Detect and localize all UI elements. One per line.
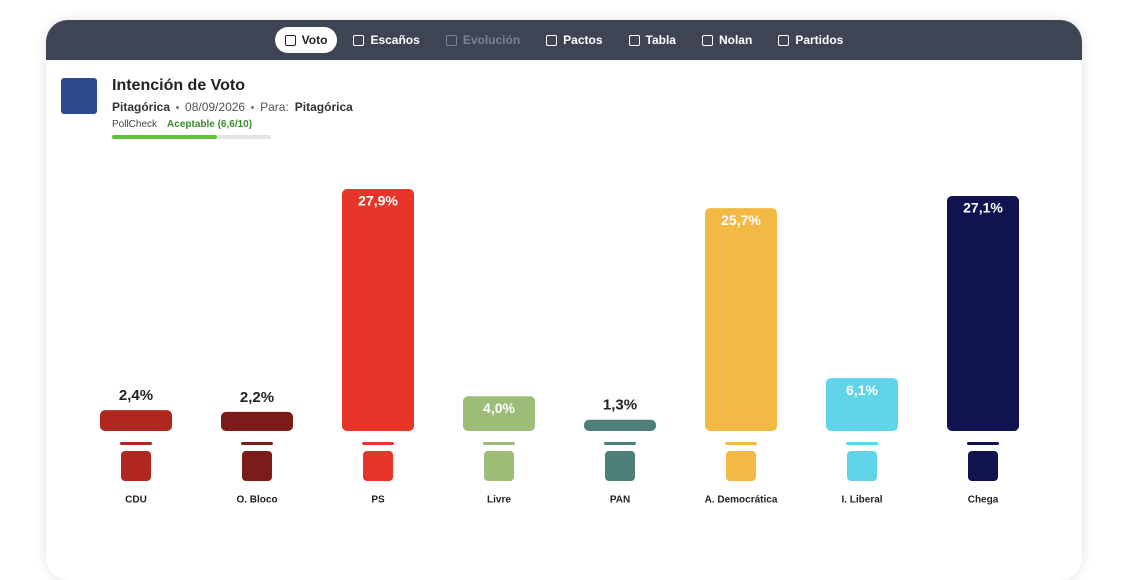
tab-label: Escaños xyxy=(370,33,420,47)
tab-icon xyxy=(546,34,558,46)
party-logo xyxy=(605,451,635,481)
party-name: CDU xyxy=(125,495,147,506)
tab-label: Pactos xyxy=(563,33,603,47)
tab-icon xyxy=(445,34,457,46)
party-name: A. Democrática xyxy=(705,495,778,506)
subtitle: Pitagórica 08/09/2026 Para: Pitagórica xyxy=(112,100,353,114)
score-track xyxy=(112,135,271,139)
title: Intención de Voto xyxy=(112,77,246,94)
pollcheck-label[interactable]: PollCheck xyxy=(112,119,158,130)
value-label: 1,3% xyxy=(603,397,637,414)
party-name: Livre xyxy=(487,495,511,506)
bar xyxy=(826,378,898,431)
separator xyxy=(251,105,255,109)
bar xyxy=(463,396,535,431)
value-label: 2,2% xyxy=(240,389,274,406)
party-accent xyxy=(725,442,757,445)
nav-bar: Voto Escaños Evolución Pactos Tabla Nolan Part… xyxy=(46,20,1082,60)
source: Pitagórica xyxy=(112,100,171,114)
party-logo xyxy=(363,451,393,481)
pollster-logo xyxy=(61,78,97,114)
bar xyxy=(705,208,777,431)
party-name: Chega xyxy=(968,495,999,506)
tab-label: Partidos xyxy=(795,33,844,47)
tab-label: Voto xyxy=(301,33,328,47)
tab-icon xyxy=(701,34,713,46)
party-logo xyxy=(847,451,877,481)
party-name: I. Liberal xyxy=(841,495,882,506)
party-accent xyxy=(241,442,273,445)
party-name: PAN xyxy=(610,495,630,506)
bar xyxy=(947,195,1019,431)
date: 08/09/2026 xyxy=(185,100,246,114)
value-label: 4,0% xyxy=(483,400,515,416)
party-name: O. Bloco xyxy=(236,495,277,506)
party-logo xyxy=(726,451,756,481)
tab-label: Nolan xyxy=(718,33,753,47)
nav-tab[interactable]: Evolución xyxy=(436,27,530,53)
card: Voto Escaños Evolución Pactos Tabla Nolan Part… xyxy=(46,20,1082,580)
party-accent xyxy=(483,442,515,445)
bar xyxy=(100,410,172,431)
tab-label: Tabla xyxy=(645,33,676,47)
value-label: 6,1% xyxy=(846,382,878,398)
nav-tab[interactable]: Partidos xyxy=(768,27,853,53)
nav-tab[interactable]: Tabla xyxy=(619,27,686,53)
tab-icon xyxy=(628,34,640,46)
nav-tab[interactable]: Nolan xyxy=(692,27,762,53)
bar xyxy=(221,411,293,431)
party-accent xyxy=(846,442,878,445)
separator xyxy=(176,105,180,109)
tab-icon xyxy=(353,34,365,46)
party-accent xyxy=(362,442,394,445)
party-name: PS xyxy=(371,495,385,506)
nav-tab[interactable]: Voto xyxy=(274,27,338,53)
tab-icon xyxy=(778,34,790,46)
tab-icon xyxy=(284,34,296,46)
party-logo xyxy=(242,451,272,481)
value-label: 27,9% xyxy=(358,193,398,209)
pollcheck-rating: Aceptable (6,6/10) xyxy=(167,119,253,130)
party-accent xyxy=(120,442,152,445)
party-accent xyxy=(604,442,636,445)
tab-label: Evolución xyxy=(462,33,521,47)
value-label: 27,1% xyxy=(963,200,1003,216)
client: Pitagórica xyxy=(294,100,353,114)
party-logo xyxy=(484,451,514,481)
party-logo xyxy=(121,451,151,481)
chart: 2,4% CDU 2,2% O. Bloco 27,9% PS 4,0% Livre 1,3% P… xyxy=(100,189,1019,506)
party-logo xyxy=(968,451,998,481)
nav-tab[interactable]: Escaños xyxy=(343,27,429,53)
bar xyxy=(584,419,656,431)
value-label: 2,4% xyxy=(119,387,153,404)
pollcheck: PollCheck Aceptable (6,6/10) xyxy=(112,119,252,130)
value-label: 25,7% xyxy=(721,212,761,228)
for-label: Para: xyxy=(260,100,289,114)
nav-tab[interactable]: Pactos xyxy=(536,27,612,53)
bar xyxy=(342,189,414,431)
party-accent xyxy=(967,442,999,445)
score-bar xyxy=(112,135,217,139)
